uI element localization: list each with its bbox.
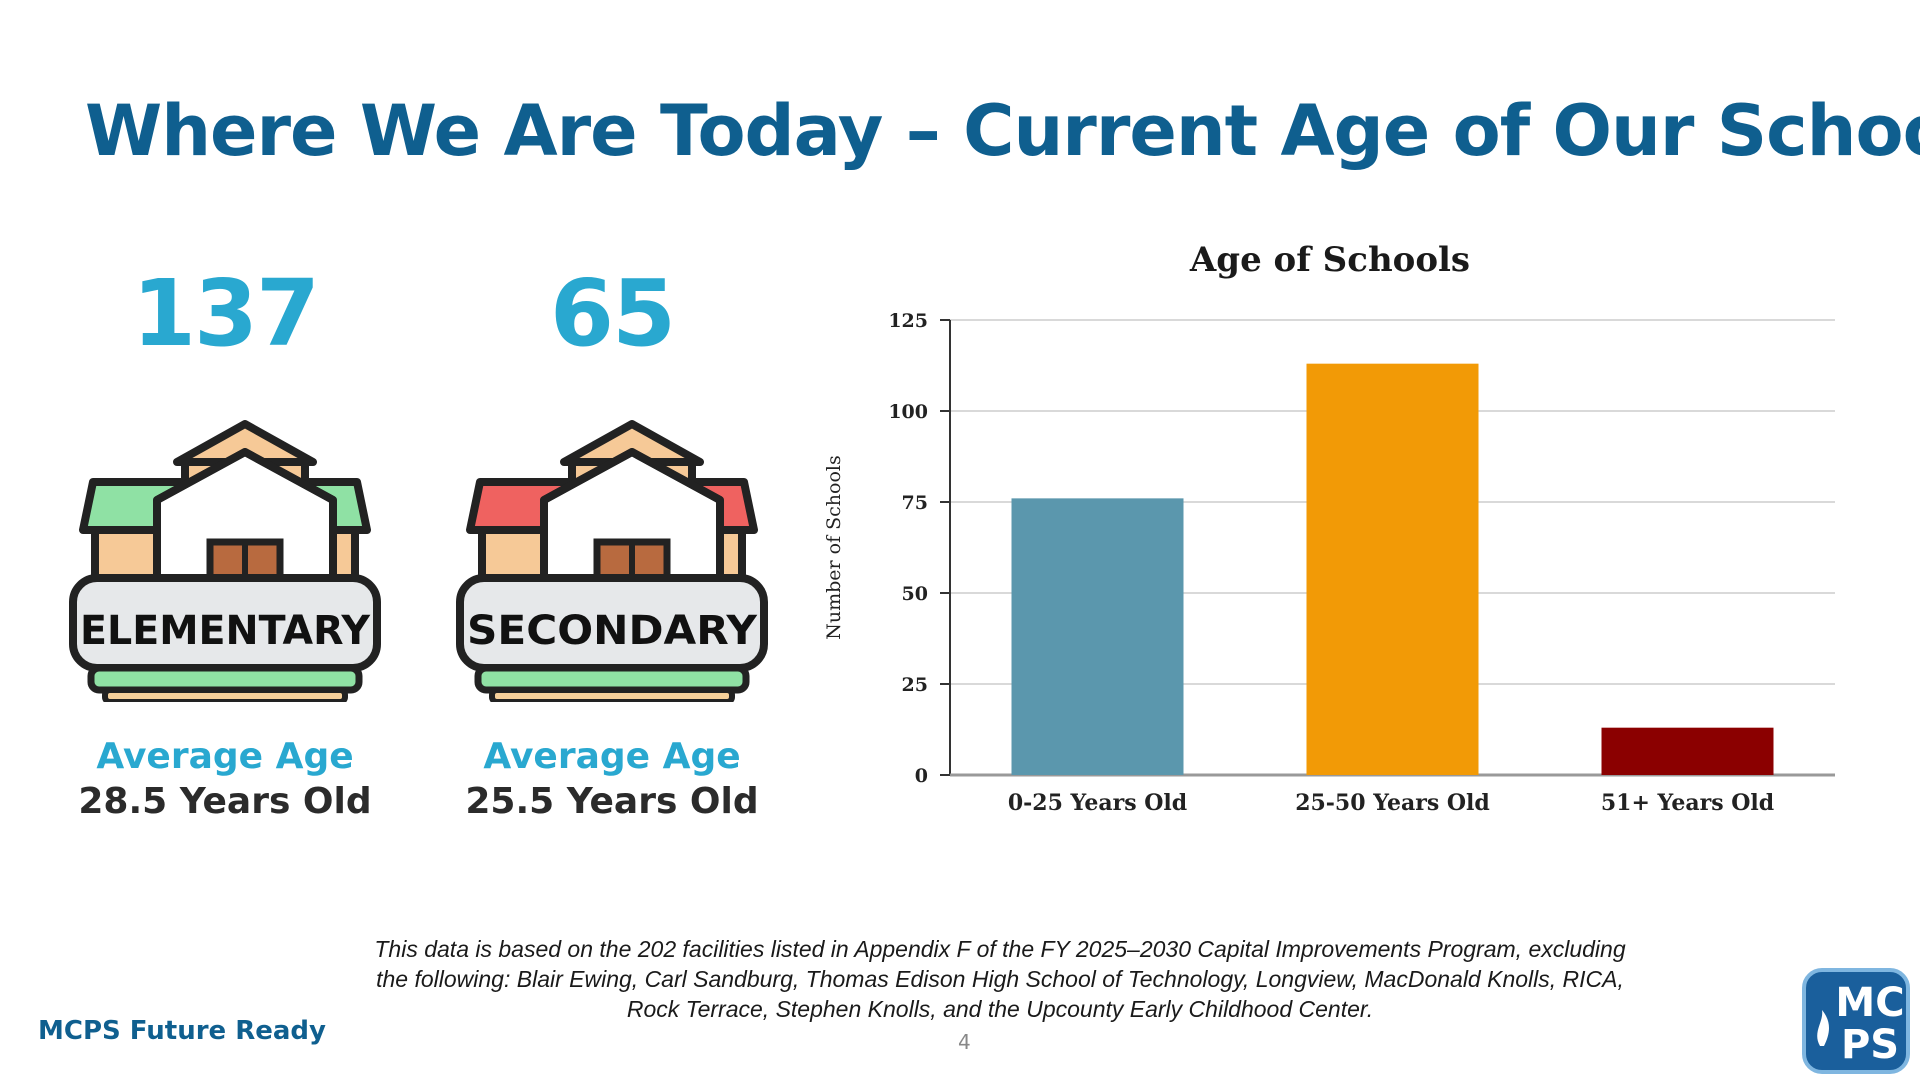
elementary-avg-value: 28.5 Years Old bbox=[78, 781, 372, 822]
age-of-schools-chart: 0 25 50 75 100 125 Number of Schools 0-25 Years… bbox=[823, 310, 1835, 816]
x-tick-label: 51+ Years Old bbox=[1601, 790, 1774, 816]
footnote-line-3: Rock Terrace, Stephen Knolls, and the Up… bbox=[626, 995, 1374, 1022]
bar bbox=[1601, 727, 1774, 775]
y-tick-label: 25 bbox=[902, 674, 928, 696]
school-building-icon: ELEMENTARY bbox=[35, 382, 415, 706]
y-tick-label: 0 bbox=[915, 765, 928, 787]
y-tick-label: 75 bbox=[902, 492, 928, 514]
secondary-avg-label: Average Age bbox=[483, 736, 741, 777]
elementary-count: 137 bbox=[131, 260, 320, 367]
secondary-count: 65 bbox=[549, 260, 676, 367]
flame-icon bbox=[1817, 1010, 1829, 1046]
elementary-stat: 137 ELEMENTARY Average Age 28.5 Years Ol… bbox=[35, 268, 415, 822]
y-axis-label: Number of Schools bbox=[823, 455, 845, 640]
x-tick-label: 25-50 Years Old bbox=[1295, 790, 1490, 816]
elementary-avg-label: Average Age bbox=[96, 736, 354, 777]
elementary-badge-text: ELEMENTARY bbox=[80, 608, 371, 654]
y-tick-label: 100 bbox=[888, 401, 928, 423]
secondary-badge-text: SECONDARY bbox=[467, 608, 758, 654]
footnote: This data is based on the 202 facilities… bbox=[300, 935, 1700, 1025]
y-tick-label: 50 bbox=[902, 583, 928, 605]
secondary-stat: 65 SECONDARY Average Age 25.5 Years Old bbox=[422, 268, 802, 822]
brand-label: MCPS Future Ready bbox=[38, 1016, 326, 1046]
footnote-line-1: This data is based on the 202 facilities… bbox=[374, 936, 1626, 962]
y-tick-label: 125 bbox=[888, 310, 928, 332]
bar bbox=[1011, 498, 1184, 775]
page-title: Where We Are Today – Current Age of Our … bbox=[85, 90, 1920, 172]
page-number: 4 bbox=[958, 1030, 971, 1054]
mcps-logo: MC PS bbox=[1802, 968, 1910, 1078]
logo-text-top: MC bbox=[1835, 980, 1904, 1026]
chart-title: Age of Schools bbox=[1189, 240, 1471, 280]
school-building-icon: SECONDARY bbox=[422, 382, 802, 706]
bar bbox=[1306, 363, 1479, 775]
footnote-line-2: the following: Blair Ewing, Carl Sandbur… bbox=[376, 965, 1624, 992]
logo-text-bottom: PS bbox=[1841, 1022, 1899, 1068]
secondary-avg-value: 25.5 Years Old bbox=[465, 781, 759, 822]
x-tick-label: 0-25 Years Old bbox=[1008, 790, 1187, 816]
